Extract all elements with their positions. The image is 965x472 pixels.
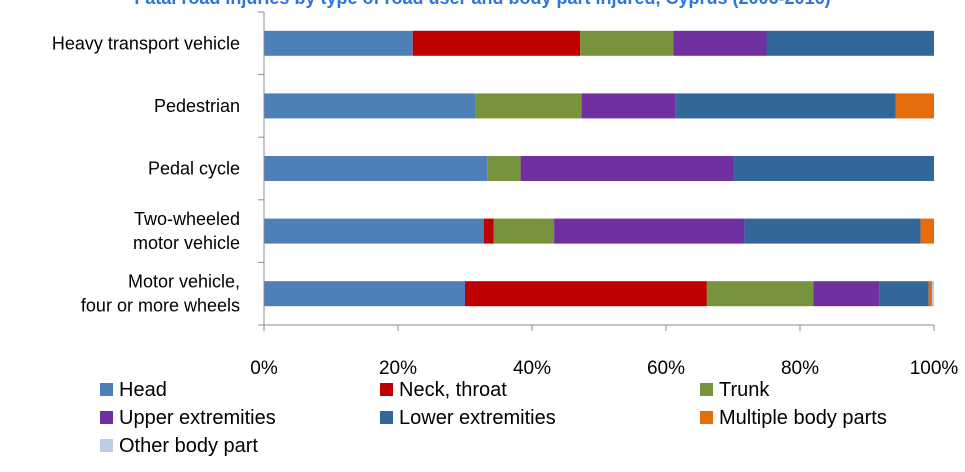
legend-label: Lower extremities (399, 407, 556, 429)
legend-label: Head (119, 379, 167, 401)
bar-segment-1-4 (264, 218, 484, 244)
bar-segment-4-2 (581, 93, 676, 119)
legend-label: Upper extremities (119, 407, 276, 429)
legend-label: Other body part (119, 435, 258, 457)
bar-segment-6-4 (920, 218, 934, 244)
x-tick-label: 60% (647, 358, 685, 379)
category-label: Motor vehicle, (128, 272, 240, 292)
bar-segment-3-1 (580, 30, 674, 56)
bar-segment-4-1 (673, 30, 767, 56)
category-label: Pedestrian (154, 96, 240, 116)
bar-segment-1-3 (264, 156, 488, 181)
labels-layer: Heavy transport vehicle Pedestrian Pedal c… (52, 33, 958, 379)
legend-label: Multiple body parts (719, 407, 887, 429)
legend-label: Neck, throat (399, 379, 507, 401)
bar-segment-2-1 (412, 30, 581, 56)
bar-segment-5-5 (879, 281, 929, 307)
bar-segment-3-4 (493, 218, 555, 244)
legend: Head Neck, throat Trunk Upper extremities Lo… (100, 379, 887, 457)
bar-segment-5-3 (733, 156, 934, 181)
bars-layer (264, 30, 934, 307)
category-label: four or more wheels (81, 296, 240, 316)
x-tick-label: 40% (513, 358, 551, 379)
bar-segment-1-5 (264, 281, 465, 307)
category-label: Two-wheeled (134, 209, 240, 229)
bar-segment-4-3 (520, 156, 733, 181)
x-tick-label: 80% (781, 358, 819, 379)
legend-swatch (100, 383, 113, 396)
bar-segment-1-2 (264, 93, 476, 119)
bar-segment-3-3 (487, 156, 521, 181)
legend-swatch (700, 411, 713, 424)
legend-swatch (700, 383, 713, 396)
bar-segment-7-5 (931, 281, 934, 307)
bar-segment-6-2 (895, 93, 934, 119)
legend-swatch (380, 411, 393, 424)
bar-segment-1-1 (264, 30, 413, 56)
bar-segment-3-5 (706, 281, 814, 307)
bar-segment-5-1 (766, 30, 934, 56)
legend-label: Trunk (719, 379, 770, 401)
x-tick-label: 100% (910, 358, 959, 379)
bar-segment-4-5 (813, 281, 880, 307)
bar-segment-3-2 (475, 93, 582, 119)
category-label: motor vehicle (133, 233, 240, 253)
legend-swatch (380, 383, 393, 396)
category-label: Heavy transport vehicle (52, 33, 240, 53)
bar-segment-5-2 (675, 93, 896, 119)
legend-swatch (100, 439, 113, 452)
bar-segment-2-5 (465, 281, 707, 307)
x-tick-label: 0% (250, 358, 278, 379)
bar-segment-5-4 (744, 218, 921, 244)
category-label: Pedal cycle (148, 159, 240, 179)
chart-title: Fatal road injuries by type of road user… (0, 0, 965, 9)
bar-segment-4-4 (554, 218, 745, 244)
axis-layer (258, 11, 935, 331)
legend-swatch (100, 411, 113, 424)
x-tick-label: 20% (379, 358, 417, 379)
bar-segment-6-5 (928, 281, 932, 307)
bar-segment-2-4 (483, 218, 494, 244)
